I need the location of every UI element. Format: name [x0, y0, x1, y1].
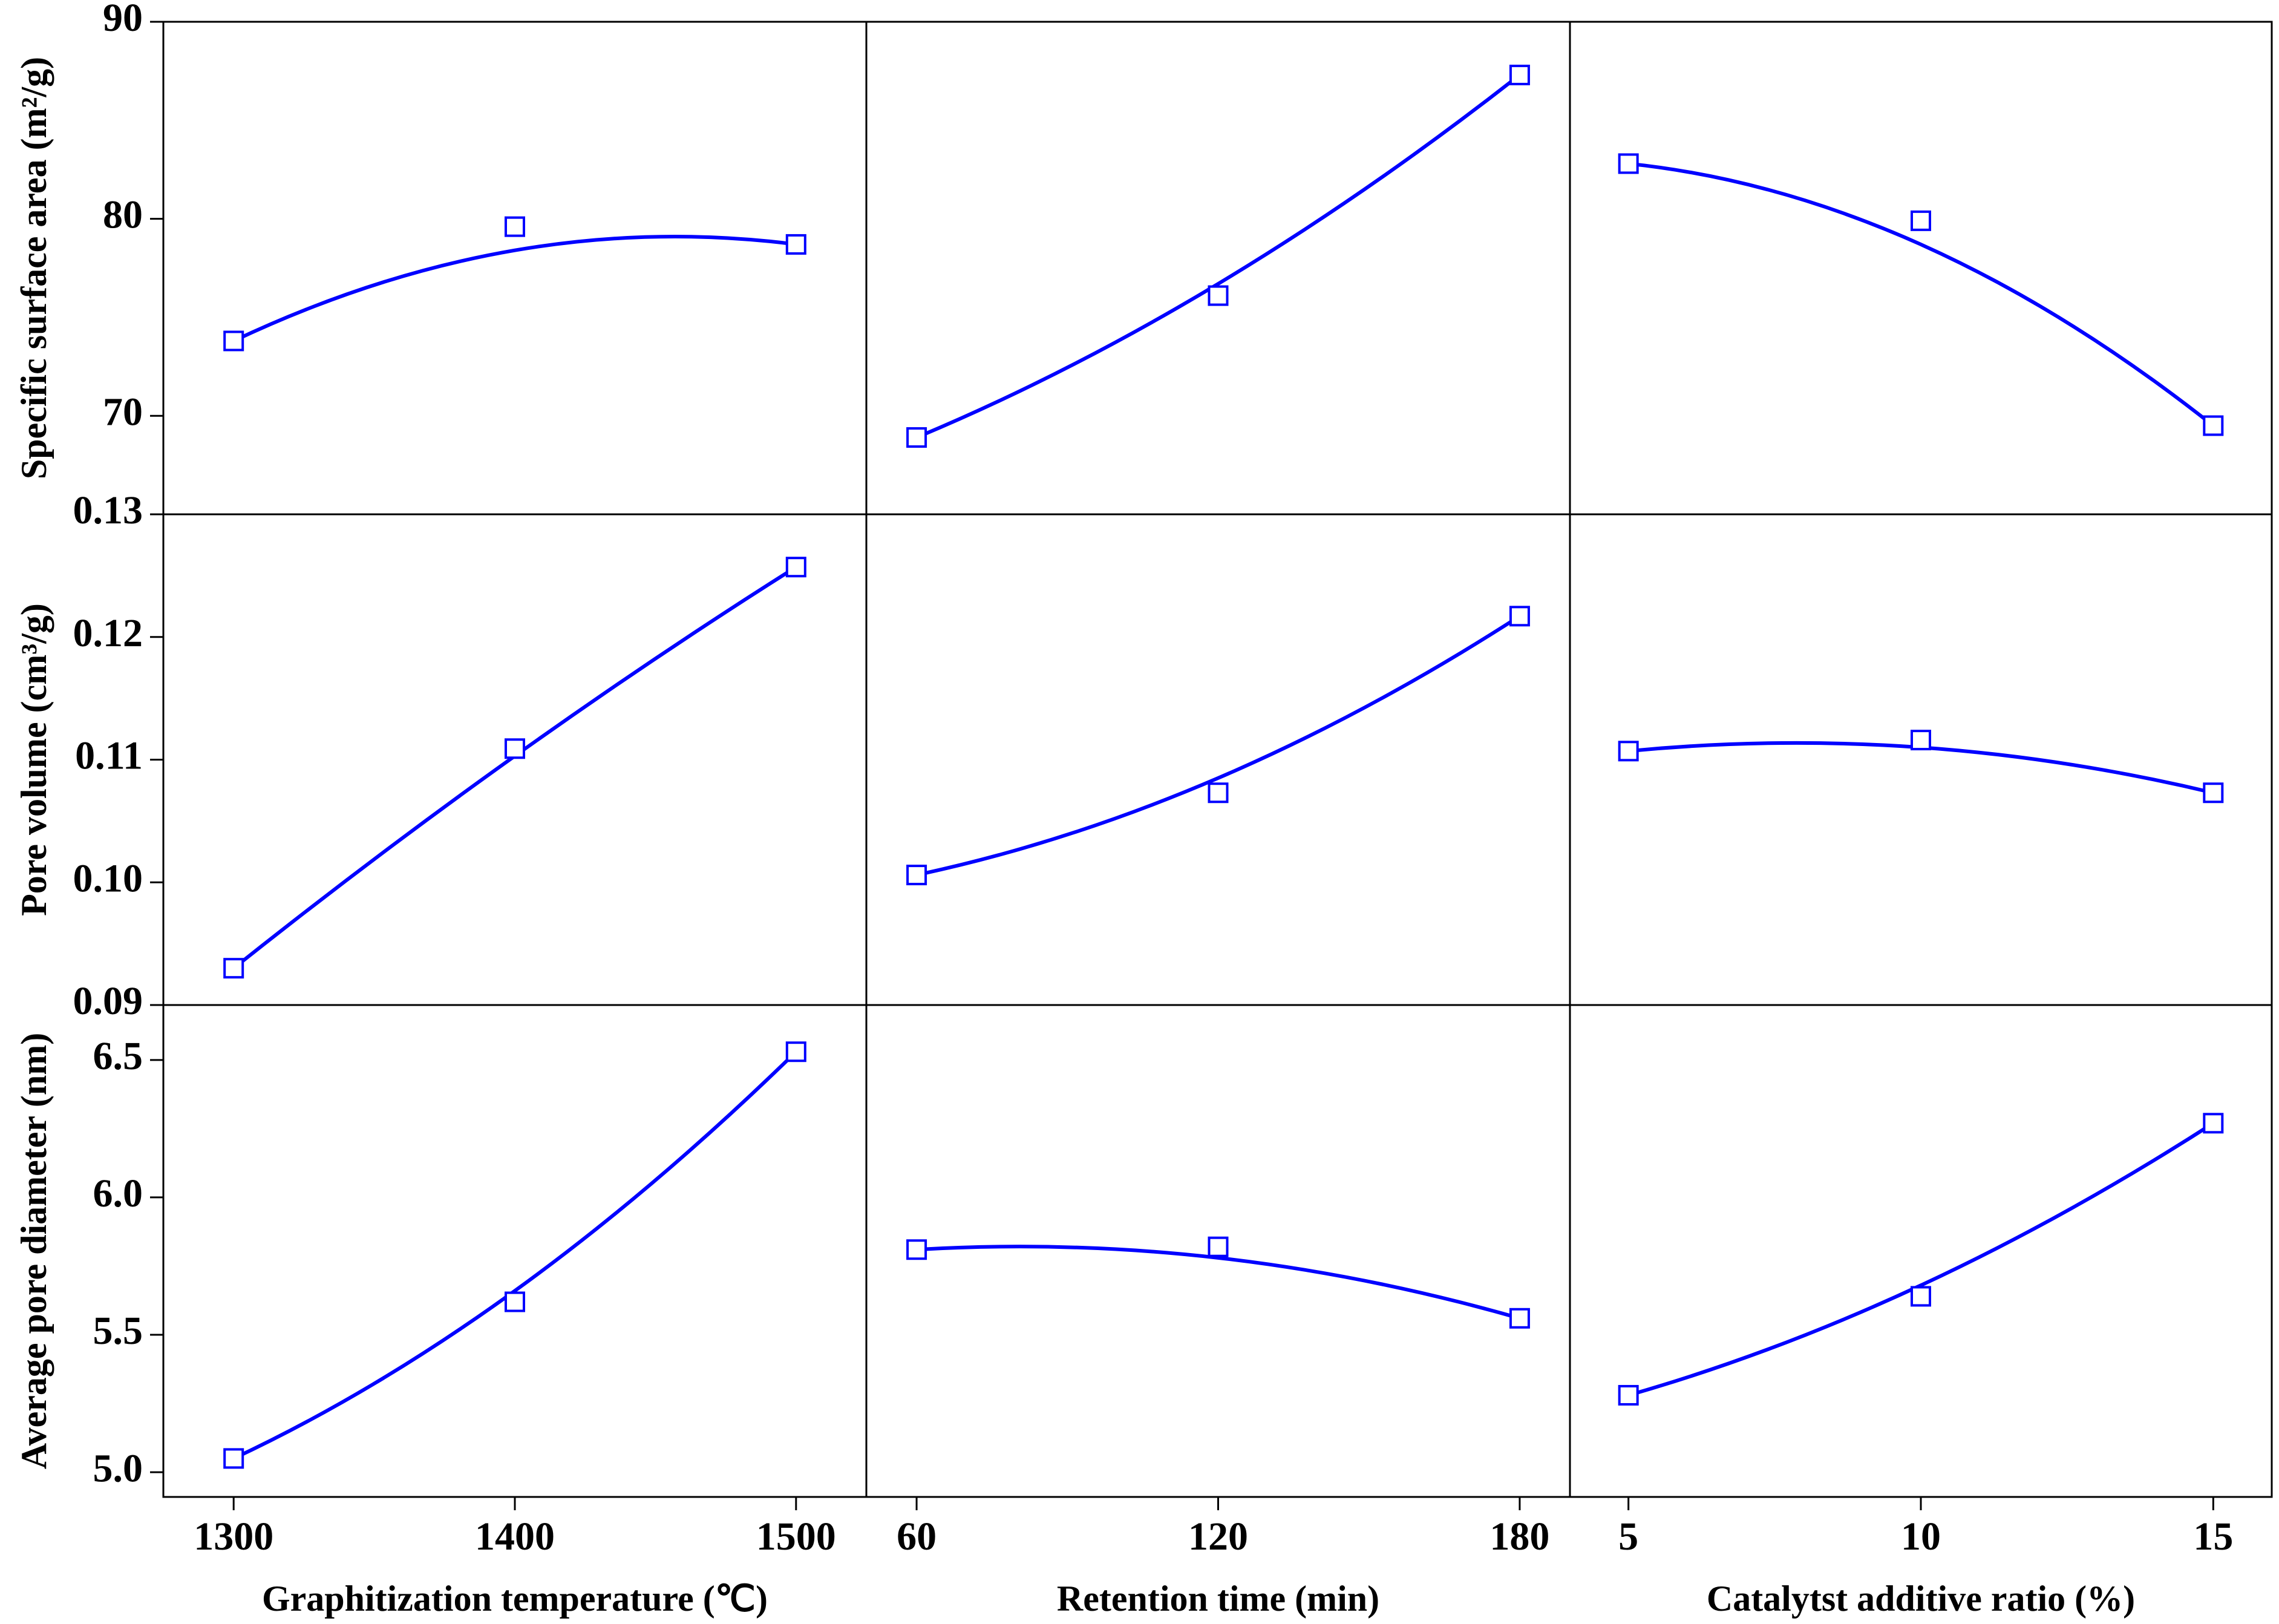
panel-frame	[865, 513, 1571, 1006]
fit-curve	[232, 235, 797, 343]
fit-curve	[916, 1245, 1520, 1320]
data-point	[1509, 606, 1530, 627]
data-point	[1618, 153, 1639, 174]
data-point	[1911, 1286, 1931, 1307]
panel-frame	[162, 21, 868, 516]
x-tick-label: 1300	[194, 1514, 273, 1559]
x-tick-label: 5	[1618, 1514, 1638, 1559]
data-point	[1208, 285, 1229, 306]
y-tick-label: 90	[103, 0, 143, 40]
x-tick-label: 60	[897, 1514, 937, 1559]
data-point	[785, 234, 806, 255]
fit-curve	[916, 614, 1521, 877]
panel-frame	[162, 1004, 868, 1498]
data-point	[1911, 210, 1931, 231]
y-tick-label: 5.5	[93, 1309, 143, 1353]
panel-frame	[1569, 21, 2273, 516]
y-axis-title: Specific surface area (m²/g)	[14, 57, 54, 479]
x-axis-title: Graphitization temperature (℃)	[262, 1579, 768, 1619]
y-tick-label: 6.0	[93, 1171, 143, 1216]
data-point	[505, 216, 525, 237]
fit-curve	[232, 1050, 797, 1461]
data-point	[223, 1448, 244, 1469]
fit-curve	[1628, 741, 2214, 795]
y-tick-label: 0.10	[73, 856, 143, 900]
fit-curve	[232, 565, 797, 970]
x-tick-label: 10	[1901, 1514, 1941, 1559]
x-tick-label: 180	[1489, 1514, 1549, 1559]
data-point	[505, 1291, 525, 1312]
data-point	[785, 1041, 806, 1062]
x-tick-label: 15	[2193, 1514, 2233, 1559]
data-point	[505, 738, 525, 759]
y-tick-label: 0.11	[75, 734, 143, 778]
data-point	[785, 557, 806, 578]
data-point	[223, 330, 244, 352]
y-axis-title: Average pore diameter (nm)	[14, 1033, 54, 1469]
data-point	[1911, 730, 1931, 751]
y-axis-title: Pore volume (cm³/g)	[14, 603, 54, 916]
y-tick-label: 6.5	[93, 1034, 143, 1078]
panel-frame	[865, 21, 1571, 516]
data-point	[1618, 1384, 1639, 1406]
y-tick-label: 0.13	[73, 488, 143, 532]
data-point	[906, 427, 927, 448]
data-point	[1208, 1236, 1229, 1257]
x-tick-label: 120	[1188, 1514, 1248, 1559]
y-tick-label: 80	[103, 193, 143, 237]
fit-curve	[1628, 162, 2215, 427]
y-tick-label: 5.0	[93, 1446, 143, 1490]
data-point	[2203, 1113, 2224, 1134]
data-point	[906, 1239, 927, 1260]
panel-frame	[1569, 513, 2273, 1006]
y-tick-label: 0.12	[73, 611, 143, 655]
x-tick-label: 1400	[475, 1514, 555, 1559]
data-point	[906, 865, 927, 886]
data-point	[223, 958, 244, 979]
data-point	[1509, 1308, 1530, 1329]
x-tick-label: 1500	[756, 1514, 836, 1559]
x-axis-title: Catalytst additive ratio (%)	[1707, 1579, 2135, 1619]
x-axis-title: Retention time (min)	[1057, 1579, 1379, 1619]
fit-curve	[915, 73, 1521, 439]
data-point	[2203, 415, 2224, 436]
data-point	[1208, 782, 1229, 804]
data-point	[1509, 64, 1530, 85]
fit-curve	[1627, 1121, 2214, 1397]
panel-frame	[1569, 1004, 2273, 1498]
data-point	[1618, 741, 1639, 762]
y-tick-label: 0.09	[73, 979, 143, 1023]
y-tick-label: 70	[103, 390, 143, 434]
data-point	[2203, 782, 2224, 804]
